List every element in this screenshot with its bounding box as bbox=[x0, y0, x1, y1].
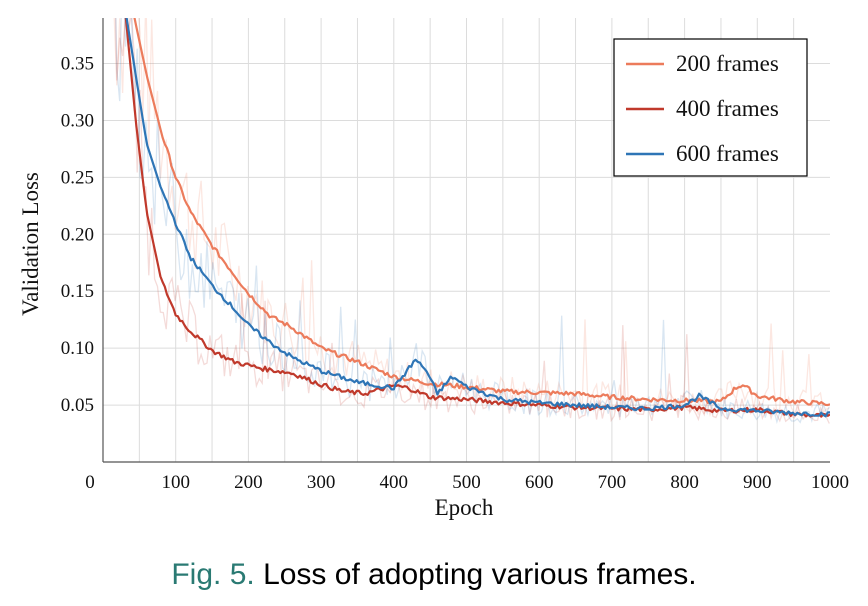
legend: 200 frames 400 frames 600 frames bbox=[613, 38, 808, 177]
y-axis-title: Validation Loss bbox=[18, 172, 43, 316]
x-tick-label: 500 bbox=[452, 472, 481, 493]
y-tick-label: 0.15 bbox=[61, 281, 94, 302]
y-tick-label: 0.35 bbox=[61, 54, 94, 75]
x-tick-label: 400 bbox=[380, 472, 409, 493]
caption-label: Fig. 5. bbox=[171, 558, 255, 591]
figure-caption: Fig. 5. Loss of adopting various frames. bbox=[0, 558, 868, 592]
grid-lines bbox=[103, 18, 830, 462]
x-tick-label: 300 bbox=[307, 472, 336, 493]
series-line-2 bbox=[124, 18, 830, 418]
x-tick-label: 100 bbox=[161, 472, 190, 493]
x-tick-label: 1000 bbox=[811, 472, 849, 493]
series-line-1 bbox=[133, 18, 830, 407]
y-tick-label: 0.25 bbox=[61, 167, 94, 188]
line-chart: 0 100 200 300 400 500 600 700 800 900 1000 0.05 0.10… bbox=[18, 18, 849, 520]
x-tick-label: 800 bbox=[670, 472, 699, 493]
x-axis-title: Epoch bbox=[435, 495, 494, 520]
y-tick-label: 0.20 bbox=[61, 224, 94, 245]
x-tick-label: 700 bbox=[598, 472, 627, 493]
legend-label-400-frames: 400 frames bbox=[676, 96, 779, 121]
y-tick-label: 0.10 bbox=[61, 338, 94, 359]
series-line-3 bbox=[125, 18, 830, 418]
legend-label-600-frames: 600 frames bbox=[676, 141, 779, 166]
x-tick-label: 900 bbox=[743, 472, 772, 493]
axes bbox=[102, 18, 830, 463]
raw-trace-1 bbox=[113, 18, 830, 418]
series-lines bbox=[124, 18, 830, 418]
x-tick-label: 0 bbox=[85, 472, 95, 493]
tick-labels: 0 100 200 300 400 500 600 700 800 900 1000 0.05 0.10… bbox=[61, 54, 849, 493]
legend-label-200-frames: 200 frames bbox=[676, 51, 779, 76]
raw-trace-3 bbox=[115, 18, 830, 425]
x-tick-label: 600 bbox=[525, 472, 554, 493]
y-tick-label: 0.05 bbox=[61, 395, 94, 416]
y-tick-label: 0.30 bbox=[61, 110, 94, 131]
x-tick-label: 200 bbox=[234, 472, 263, 493]
caption-text: Loss of adopting various frames. bbox=[263, 558, 697, 591]
